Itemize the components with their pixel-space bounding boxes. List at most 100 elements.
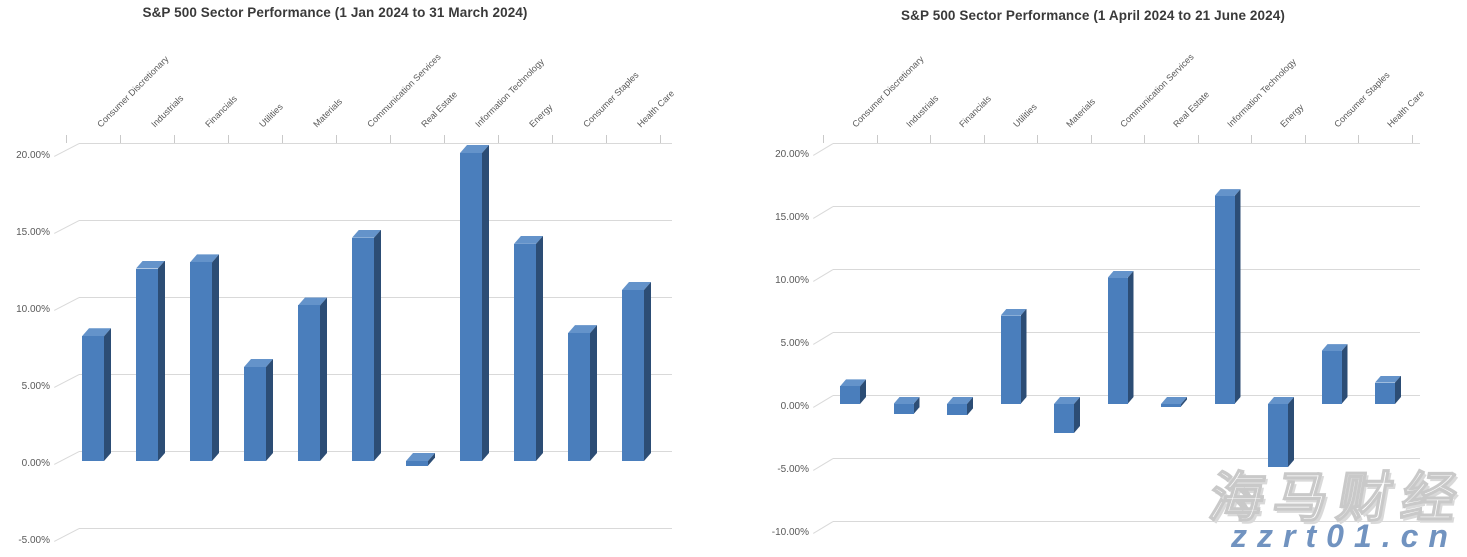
category-label: Consumer Staples: [1331, 69, 1392, 130]
category-axis-tick: [606, 135, 607, 143]
bar-side-face: [1234, 189, 1241, 404]
gridline-perspective-segment: [813, 332, 834, 345]
bar-front-face: [460, 153, 482, 461]
bar-information-technology: [460, 145, 489, 461]
bar-side-face: [1288, 397, 1294, 467]
gridline-perspective-segment: [54, 528, 80, 542]
bar-top-face: [1107, 271, 1134, 278]
bar-front-face: [82, 336, 104, 461]
category-axis-tick: [66, 135, 67, 143]
chart-title: S&P 500 Sector Performance (1 April 2024…: [901, 8, 1285, 23]
category-axis-tick: [120, 135, 121, 143]
y-axis-tick-label: 0.00%: [21, 458, 50, 469]
bar-energy: [514, 235, 543, 461]
bar-consumer-discretionary: [82, 328, 111, 461]
bar-front-face: [568, 333, 590, 461]
bar-top-face: [1000, 308, 1027, 316]
category-label: Real Estate: [419, 89, 460, 130]
plot-area: 20.00% 15.00% 10.00% 5.00% 0.00% -5.00% Consum…: [0, 0, 733, 557]
category-axis-tick: [552, 135, 553, 143]
chart-title: S&P 500 Sector Performance (1 Jan 2024 t…: [142, 5, 528, 20]
bar-communication-services: [352, 229, 381, 461]
bar-front-face: [1214, 196, 1235, 404]
bar-front-face: [514, 243, 536, 461]
category-axis-tick: [282, 135, 283, 143]
bar-top-face: [460, 145, 489, 153]
bar-materials: [298, 297, 327, 461]
category-axis-tick: [1091, 135, 1092, 143]
bar-side-face: [158, 260, 165, 461]
bar-top-face: [190, 254, 219, 263]
category-axis-tick: [228, 135, 229, 143]
bar-side-face: [1127, 271, 1134, 404]
category-axis-tick: [1305, 135, 1306, 143]
bar-side-face: [644, 282, 651, 461]
gridline: [79, 220, 672, 221]
bar-side-face: [104, 328, 111, 461]
bar-top-face: [840, 379, 866, 387]
bar-top-face: [136, 260, 165, 269]
bar-top-face: [1054, 397, 1080, 404]
gridline-perspective-segment: [54, 143, 80, 157]
bar-front-face: [1054, 404, 1074, 433]
gridline-perspective-segment: [813, 206, 834, 219]
bar-front-face: [1161, 404, 1181, 407]
bar-side-face: [536, 235, 543, 461]
category-axis-tick: [823, 135, 824, 143]
category-label: Utilities: [1010, 101, 1039, 130]
bar-front-face: [136, 268, 158, 461]
bar-real-estate: [1161, 397, 1187, 407]
y-axis-tick-label: 10.00%: [16, 304, 50, 315]
y-axis-tick-label: 15.00%: [775, 212, 809, 223]
bar-side-face: [482, 145, 489, 461]
gridline: [833, 521, 1420, 522]
bar-side-face: [1074, 397, 1080, 433]
bar-health-care: [1375, 375, 1401, 404]
bar-front-face: [1321, 351, 1342, 404]
bar-front-face: [1107, 278, 1128, 404]
category-axis-tick: [1251, 135, 1252, 143]
bar-front-face: [840, 386, 860, 404]
bar-information-technology: [1214, 189, 1241, 404]
bar-consumer-staples: [568, 325, 597, 461]
bar-utilities: [244, 359, 273, 461]
category-label: Real Estate: [1171, 89, 1212, 130]
chart-q2-sector-performance: S&P 500 Sector Performance (1 April 2024…: [733, 0, 1467, 557]
bar-front-face: [244, 367, 266, 461]
category-axis-tick: [174, 135, 175, 143]
y-axis-tick-label: 20.00%: [16, 150, 50, 161]
gridline-perspective-segment: [813, 143, 834, 156]
gridline-perspective-segment: [813, 395, 834, 408]
y-axis-tick-label: 0.00%: [780, 401, 809, 412]
category-axis-tick: [660, 135, 661, 143]
bar-financials: [190, 254, 219, 461]
bar-side-face: [967, 397, 973, 416]
bar-top-face: [1161, 397, 1187, 404]
category-axis-tick: [444, 135, 445, 143]
bar-front-face: [1375, 382, 1395, 404]
y-axis-tick-label: -5.00%: [777, 464, 809, 475]
bar-front-face: [947, 404, 967, 416]
bar-side-face: [266, 359, 273, 461]
bar-side-face: [1020, 308, 1027, 404]
gridline-perspective-segment: [54, 451, 80, 465]
bar-top-face: [622, 282, 651, 291]
category-label: Materials: [311, 96, 345, 130]
bar-side-face: [913, 397, 920, 415]
bar-top-face: [1321, 344, 1348, 352]
bar-side-face: [1395, 375, 1401, 404]
y-axis-tick-label: 5.00%: [21, 381, 50, 392]
gridline-perspective-segment: [54, 374, 80, 388]
bar-top-face: [514, 235, 543, 244]
gridline-perspective-segment: [813, 269, 834, 282]
bar-real-estate: [406, 453, 435, 466]
category-axis-tick: [498, 135, 499, 143]
bar-side-face: [1341, 344, 1348, 404]
bar-front-face: [352, 237, 374, 461]
bar-top-face: [1214, 189, 1241, 197]
bar-industrials: [136, 260, 165, 461]
gridline-perspective-segment: [54, 220, 80, 234]
bar-consumer-discretionary: [840, 379, 866, 404]
gridline-perspective-segment: [813, 458, 834, 471]
